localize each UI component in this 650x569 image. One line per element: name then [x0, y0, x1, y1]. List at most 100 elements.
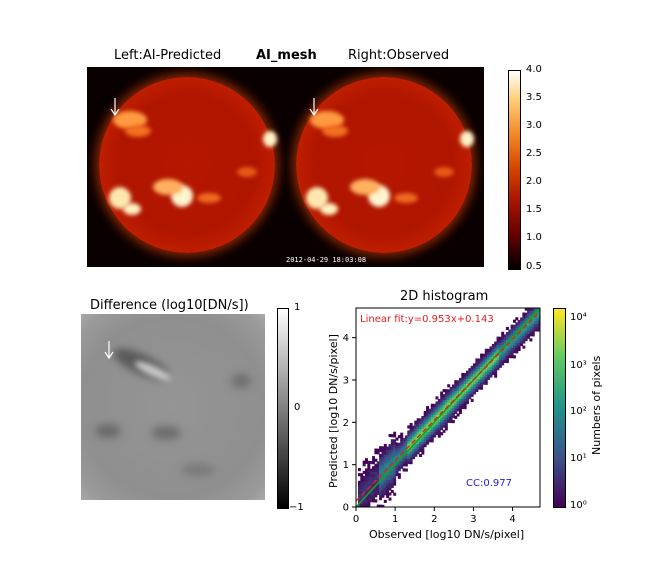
histogram-cell [532, 303, 535, 306]
histogram-cell [482, 374, 486, 378]
histogram-cell [393, 441, 397, 446]
histogram-cell [505, 347, 509, 351]
histogram-cell [379, 448, 383, 452]
histogram-cell [444, 419, 448, 423]
histogram-cell [468, 393, 472, 397]
histogram-cell [421, 415, 425, 420]
histogram-cell [430, 416, 434, 420]
histogram-cell [409, 458, 413, 462]
histogram-cell [520, 335, 523, 339]
histogram-cell [440, 401, 444, 405]
histogram-cell [393, 431, 397, 435]
histogram-cell [440, 432, 444, 436]
histogram-cell [409, 443, 413, 447]
histogram-cell [393, 482, 397, 486]
histogram-cell [372, 494, 375, 498]
histogram-cell [379, 458, 383, 463]
histogram-cell [468, 370, 472, 374]
histogram-cell [484, 361, 488, 365]
histogram-cell [435, 406, 439, 410]
histogram-cell [421, 438, 425, 442]
histogram-cell [381, 479, 385, 483]
histogram-cell [402, 463, 406, 467]
histogram-cell [379, 494, 383, 498]
center-title: AI_mesh [256, 48, 317, 63]
histogram-cell [426, 431, 430, 435]
histogram-cell [367, 476, 371, 480]
colorbar-tick-label: 2.0 [526, 176, 542, 187]
histogram-cell [419, 418, 422, 422]
histogram-cell [451, 394, 455, 398]
histogram-cell [482, 376, 486, 380]
histogram-cell [451, 414, 455, 419]
histogram-cell [468, 391, 472, 395]
histogram-cell [496, 339, 500, 343]
histogram-cell [367, 478, 371, 482]
histogram-cell [449, 409, 453, 413]
histogram-cell [484, 351, 488, 355]
histogram-cell [404, 463, 408, 467]
histogram-cell [423, 433, 427, 437]
colorbar-tick-label: 10³ [570, 360, 587, 371]
histogram-cell [421, 441, 425, 445]
histogram-cell [365, 491, 368, 495]
histogram-cell [505, 337, 509, 341]
histogram-cell [374, 491, 378, 495]
histogram-cell [416, 448, 420, 452]
histogram-cell [529, 317, 533, 322]
histogram-cell [397, 442, 401, 446]
histogram-cell [369, 478, 373, 482]
histogram-cell [386, 492, 390, 496]
histogram-cell [512, 350, 516, 354]
histogram-cell [454, 392, 458, 397]
histogram-cell [539, 293, 542, 296]
histogram-cell [463, 400, 467, 405]
histogram-cell [433, 431, 437, 435]
histogram-cell [470, 388, 474, 392]
histogram-cell [512, 355, 516, 359]
histogram-cell [496, 341, 500, 345]
histogram-cell [409, 425, 413, 429]
histogram-cell [494, 366, 498, 371]
histogram-cell [480, 363, 484, 367]
histogram-cell [442, 424, 446, 428]
histogram-cell [357, 493, 361, 497]
histogram-cell [508, 329, 512, 333]
histogram-cell [435, 403, 439, 408]
histogram-cell [468, 385, 472, 390]
histogram-cell [386, 474, 390, 478]
histogram-cell [390, 477, 394, 481]
histogram-cell [365, 478, 368, 482]
histogram-cell [360, 514, 363, 517]
histogram-cell [416, 425, 420, 430]
histogram-cell [362, 475, 366, 480]
histogram-cell [426, 418, 430, 422]
histogram-cell [522, 340, 526, 344]
histogram-cell [517, 342, 521, 346]
histogram-cell [440, 394, 444, 398]
histogram-cell [421, 446, 425, 450]
histogram-cell [426, 423, 430, 427]
histogram-cell [527, 312, 531, 316]
histogram-cell [527, 333, 531, 337]
histogram-cell [421, 423, 425, 427]
histogram-cell [510, 329, 514, 333]
colorbar-tick-label: 10² [570, 406, 587, 417]
histogram-cell [402, 468, 406, 472]
histogram-cell [496, 336, 500, 340]
y-tick-label: 3 [343, 375, 349, 386]
histogram-cell [515, 340, 519, 344]
histogram-cell [454, 410, 458, 414]
histogram-cell [491, 371, 495, 376]
histogram-cell [527, 328, 531, 332]
histogram-cell [463, 406, 467, 410]
histogram-cell [456, 403, 460, 407]
histogram-cell [357, 498, 361, 502]
histogram-cell [440, 399, 444, 403]
histogram-cell [372, 468, 375, 472]
histogram-cell [480, 361, 484, 365]
histogram-cell [484, 369, 488, 373]
histogram-cell [433, 424, 437, 428]
histogram-cell [357, 490, 361, 495]
histogram-cell [527, 320, 531, 324]
